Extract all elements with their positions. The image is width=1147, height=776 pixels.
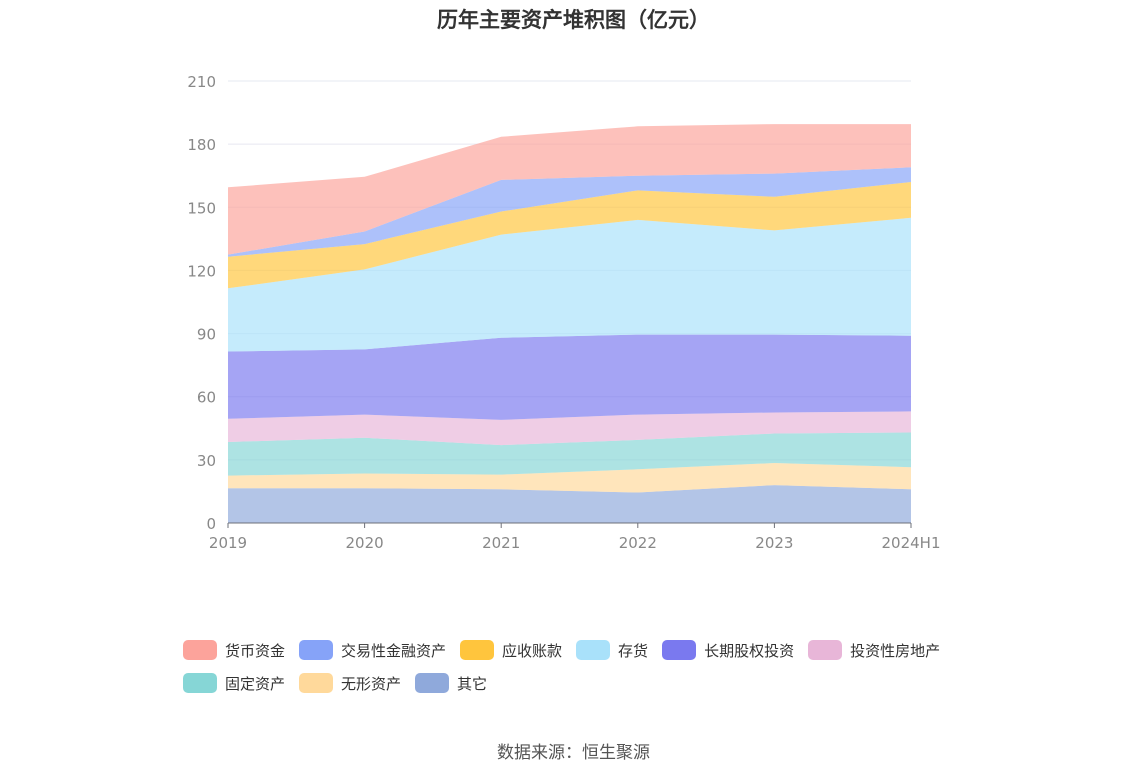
axes: 0 30 60 90 120 150 180 210 2019 2020 2021 2022 2023 2… xyxy=(187,73,940,552)
area-series-4 xyxy=(228,334,911,420)
legend-label: 长期股权投资 xyxy=(704,641,795,660)
area-series-2 xyxy=(228,432,911,476)
x-tick-label: 2020 xyxy=(346,534,384,552)
x-tick-label: 2022 xyxy=(619,534,657,552)
legend-swatch xyxy=(183,640,217,660)
legend-item[interactable]: 投资性房地产 xyxy=(808,638,940,662)
legend-swatch xyxy=(299,673,334,693)
area-series-6 xyxy=(228,182,911,289)
legend-label: 无形资产 xyxy=(341,674,402,693)
legend-label: 存货 xyxy=(618,641,649,660)
legend-item[interactable]: 无形资产 xyxy=(299,671,401,695)
legend-swatch xyxy=(576,640,611,660)
legend-label: 交易性金融资产 xyxy=(341,641,447,660)
area-series-5 xyxy=(228,217,911,352)
legend-swatch xyxy=(662,640,697,660)
y-tick-label: 0 xyxy=(206,515,216,533)
legend-swatch xyxy=(808,640,843,660)
x-tick-label: 2021 xyxy=(482,534,520,552)
x-tick-label: 2019 xyxy=(209,534,247,552)
area-series xyxy=(228,124,911,523)
area-series-0 xyxy=(228,485,911,523)
legend-label: 投资性房地产 xyxy=(850,641,941,660)
x-tick-label: 2024H1 xyxy=(882,534,941,552)
legend-label: 货币资金 xyxy=(225,641,286,660)
legend-item[interactable]: 长期股权投资 xyxy=(662,638,794,662)
legend: 货币资金 交易性金融资产 应收账款 存货 长期股权投资 投资性房地产固定资产 无形资产 其它 xyxy=(183,638,1003,704)
legend-label: 其它 xyxy=(457,674,488,693)
area-series-7 xyxy=(228,167,911,257)
legend-label: 固定资产 xyxy=(225,674,286,693)
y-tick-label: 210 xyxy=(187,73,216,91)
area-series-3 xyxy=(228,411,911,446)
legend-swatch xyxy=(460,640,495,660)
area-series-8 xyxy=(228,124,911,255)
y-tick-label: 120 xyxy=(187,262,216,280)
x-tick-label: 2023 xyxy=(755,534,793,552)
chart-title: 历年主要资产堆积图（亿元） xyxy=(437,8,710,32)
y-tick-label: 180 xyxy=(187,136,216,154)
y-tick-label: 90 xyxy=(197,326,216,344)
y-tick-label: 150 xyxy=(187,199,216,217)
legend-item[interactable]: 固定资产 xyxy=(183,671,285,695)
y-tick-label: 60 xyxy=(197,389,216,407)
legend-item[interactable]: 其它 xyxy=(415,671,487,695)
legend-label: 应收账款 xyxy=(502,641,563,660)
legend-swatch xyxy=(415,673,450,693)
area-series-1 xyxy=(228,463,911,493)
legend-item[interactable]: 货币资金 xyxy=(183,638,285,662)
legend-item[interactable]: 存货 xyxy=(576,638,648,662)
legend-item[interactable]: 应收账款 xyxy=(460,638,562,662)
legend-item[interactable]: 交易性金融资产 xyxy=(299,638,446,662)
y-tick-label: 30 xyxy=(197,452,216,470)
legend-swatch xyxy=(183,673,217,693)
legend-swatch xyxy=(299,640,334,660)
data-source: 数据来源：恒生聚源 xyxy=(497,743,650,763)
